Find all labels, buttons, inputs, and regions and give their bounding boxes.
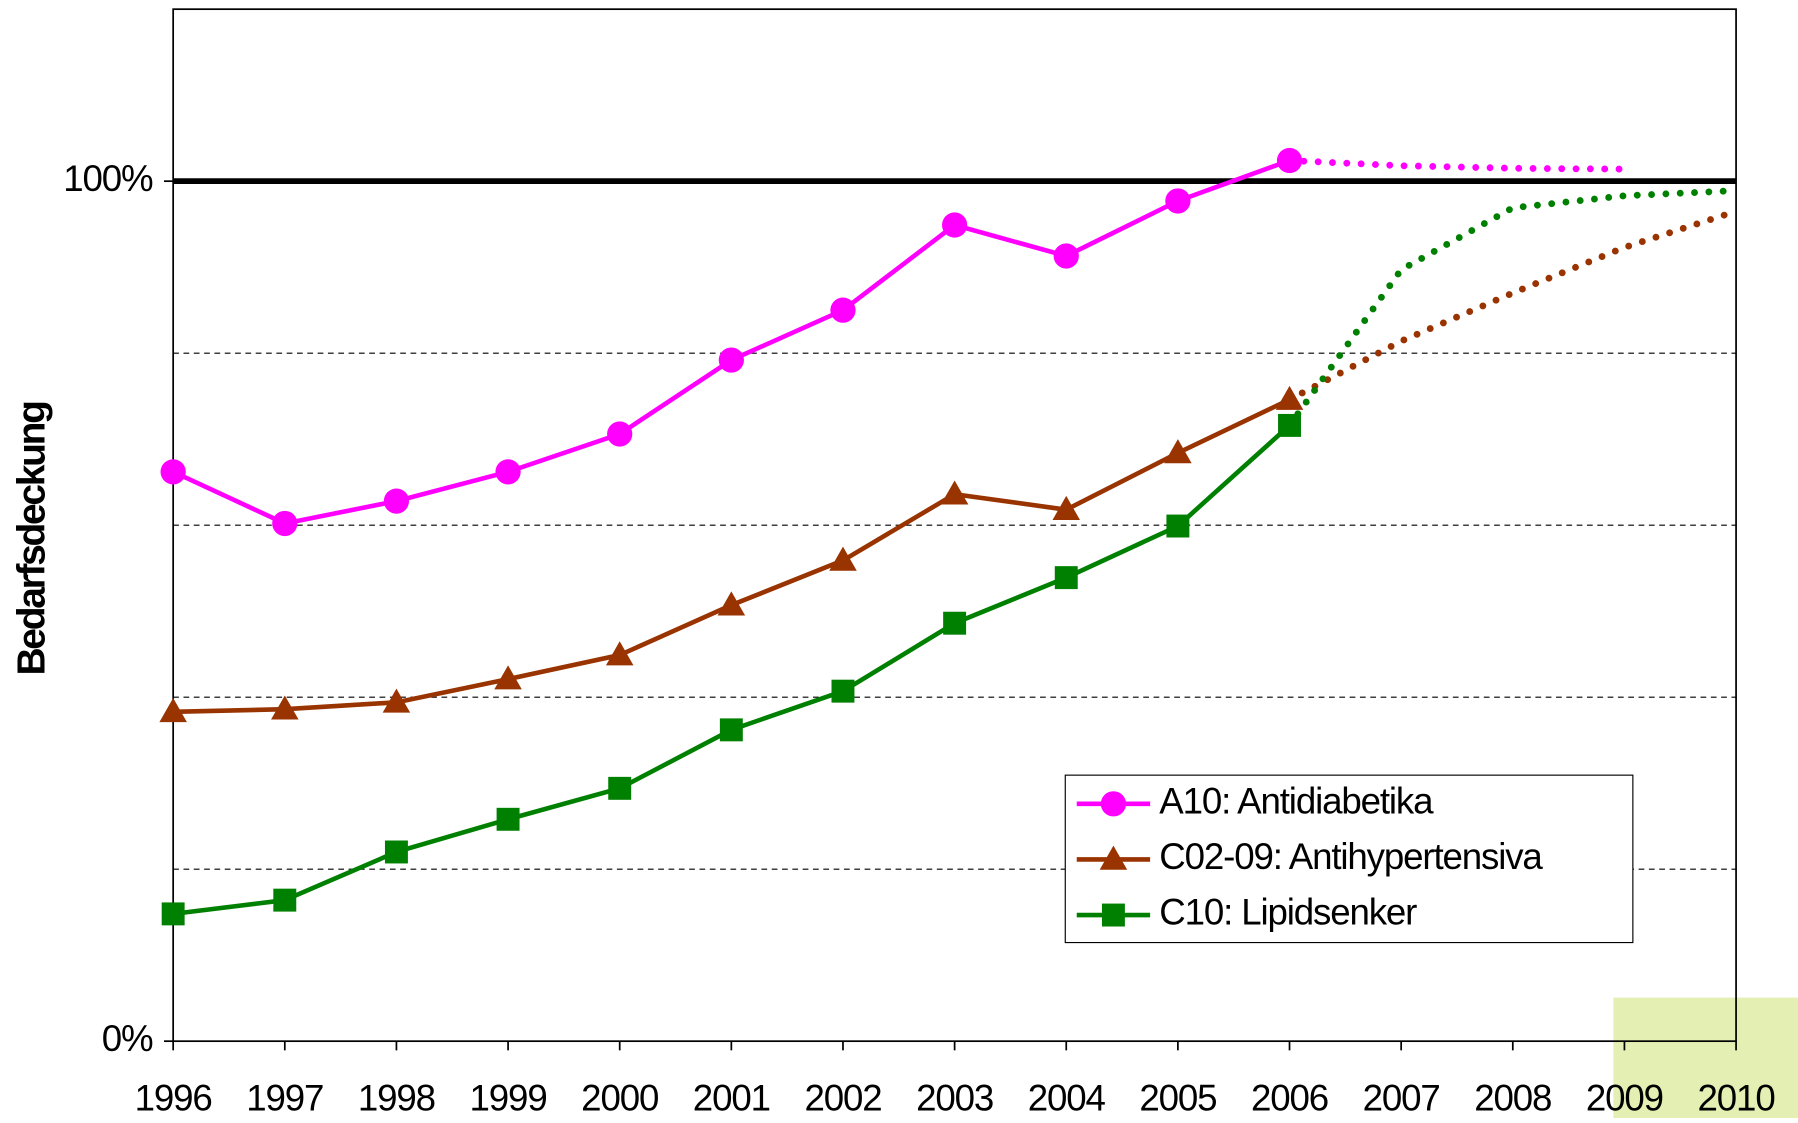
x-tick-label: 2005 xyxy=(1139,1077,1216,1118)
series-line xyxy=(172,158,1291,526)
marker xyxy=(382,688,411,713)
marker xyxy=(494,665,522,690)
marker xyxy=(1052,495,1081,521)
marker xyxy=(1275,385,1304,410)
marker xyxy=(718,347,744,373)
legend-marker xyxy=(1101,903,1125,927)
marker xyxy=(273,888,297,912)
marker xyxy=(495,459,521,485)
x-tick-label: 2004 xyxy=(1028,1077,1106,1118)
legend-marker xyxy=(1099,845,1128,870)
x-tick-label: 2001 xyxy=(693,1077,770,1118)
marker xyxy=(1278,413,1301,437)
marker xyxy=(719,718,743,742)
y-axis-label: Bedarfsdeckung xyxy=(11,402,54,676)
marker xyxy=(384,840,408,864)
marker xyxy=(831,679,855,703)
projection-line xyxy=(1286,207,1740,404)
legend-label: C02-09: Antihypertensiva xyxy=(1159,836,1543,877)
marker xyxy=(607,421,633,447)
legend-box xyxy=(1064,774,1634,944)
x-tick-label: 1997 xyxy=(246,1077,323,1118)
series-line xyxy=(173,397,1291,715)
marker xyxy=(271,695,299,720)
marker xyxy=(943,611,967,635)
legend-label: A10: Antidiabetika xyxy=(1159,781,1434,822)
marker xyxy=(383,488,410,514)
x-tick-label: 2009 xyxy=(1586,1077,1663,1118)
x-tick-label: 2008 xyxy=(1474,1077,1551,1118)
marker xyxy=(605,641,634,666)
x-tick-label: 2006 xyxy=(1251,1077,1328,1118)
x-tick-label: 2010 xyxy=(1698,1077,1775,1118)
x-tick-label: 2000 xyxy=(581,1077,658,1118)
marker xyxy=(1053,243,1079,269)
marker xyxy=(1054,566,1078,590)
marker xyxy=(940,480,969,505)
x-tick-label: 1996 xyxy=(135,1077,212,1118)
x-tick-label: 2007 xyxy=(1363,1077,1440,1118)
marker xyxy=(160,459,186,485)
marker xyxy=(830,297,856,323)
marker xyxy=(272,510,298,537)
x-tick-label: 1999 xyxy=(470,1077,547,1118)
marker xyxy=(608,776,632,800)
projection-line xyxy=(1286,187,1740,429)
marker xyxy=(1164,439,1192,464)
x-tick-label: 1998 xyxy=(358,1077,435,1118)
marker xyxy=(1166,514,1190,538)
marker xyxy=(829,546,857,571)
x-tick-label: 2002 xyxy=(804,1077,881,1118)
x-tick-label: 2003 xyxy=(916,1077,993,1118)
legend-marker xyxy=(1100,791,1127,817)
marker xyxy=(159,698,187,723)
marker xyxy=(161,902,185,926)
marker xyxy=(1276,147,1303,174)
legend-label: C10: Lipidsenker xyxy=(1159,892,1417,933)
projection-line xyxy=(1286,157,1628,173)
marker xyxy=(496,807,520,831)
marker xyxy=(1165,188,1191,214)
y-tick-label: 0% xyxy=(102,1018,153,1059)
highlight xyxy=(1613,997,1798,1118)
marker xyxy=(717,591,746,616)
y-tick-label: 100% xyxy=(63,158,153,199)
marker xyxy=(942,212,968,238)
